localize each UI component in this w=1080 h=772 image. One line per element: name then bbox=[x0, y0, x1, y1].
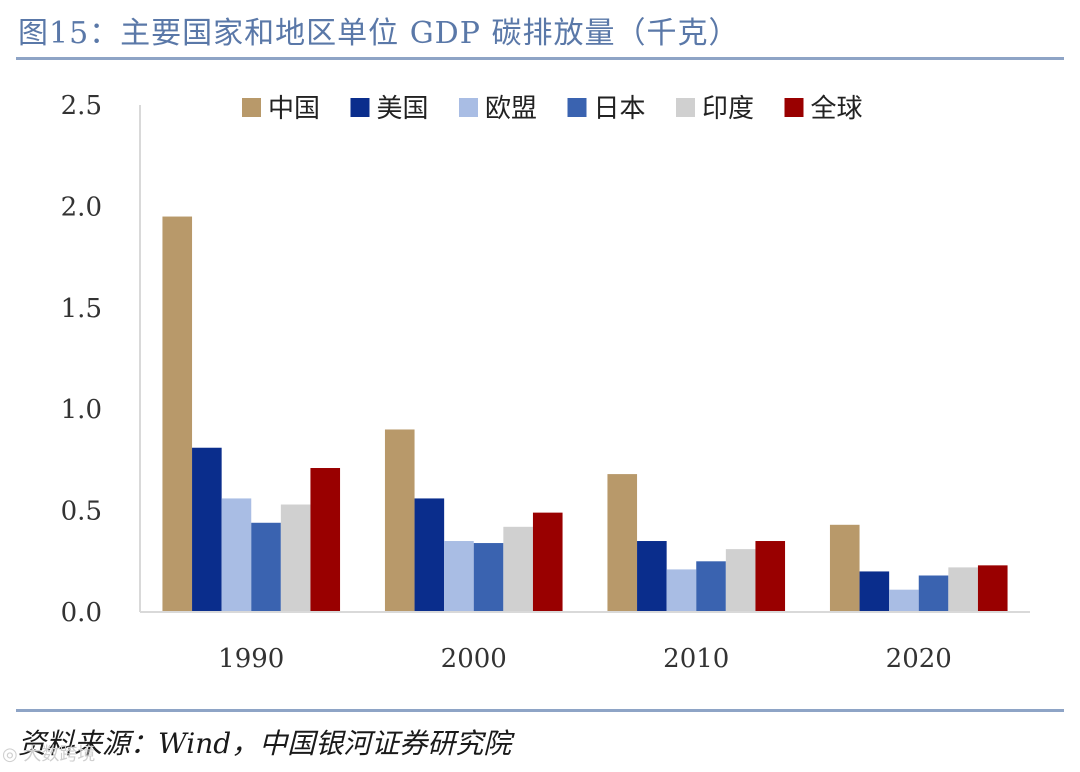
bar-2010-2 bbox=[666, 569, 697, 612]
bar-1990-3 bbox=[251, 522, 281, 612]
x-tick-label: 2010 bbox=[663, 644, 729, 674]
bar-2020-2 bbox=[889, 589, 919, 612]
legend-swatch bbox=[676, 98, 695, 117]
legend-label: 全球 bbox=[811, 94, 863, 124]
bar-1990-0 bbox=[162, 216, 193, 613]
bar-2000-0 bbox=[384, 429, 415, 612]
title-rule bbox=[16, 57, 1064, 60]
x-axis-ticks: 1990 2000 2010 2020 bbox=[218, 644, 952, 674]
legend-label: 美国 bbox=[377, 94, 429, 124]
bar-1990-2 bbox=[221, 498, 252, 612]
bar-2000-5 bbox=[532, 512, 563, 612]
bar-2020-5 bbox=[977, 565, 1008, 612]
bar-group bbox=[162, 216, 1008, 613]
legend-swatch bbox=[784, 98, 804, 117]
y-tick-label: 0.0 bbox=[61, 598, 102, 628]
bar-2010-3 bbox=[696, 561, 726, 612]
x-tick-label: 2000 bbox=[441, 644, 507, 674]
bar-2010-1 bbox=[637, 541, 667, 612]
legend: 中国 美国 欧盟 日本 印度 全球 bbox=[242, 94, 863, 124]
bar-2020-0 bbox=[829, 524, 860, 612]
bar-2010-5 bbox=[755, 541, 786, 612]
bar-1990-4 bbox=[280, 504, 311, 612]
bar-2000-2 bbox=[444, 541, 474, 612]
footer-rule bbox=[16, 709, 1064, 712]
x-tick-label: 2020 bbox=[886, 644, 952, 674]
bar-2020-4 bbox=[948, 567, 978, 612]
legend-label: 印度 bbox=[702, 94, 754, 124]
legend-swatch bbox=[242, 98, 261, 117]
y-tick-label: 2.5 bbox=[61, 91, 102, 121]
figure-title: 图15：主要国家和地区单位 GDP 碳排放量（千克） bbox=[18, 16, 740, 51]
legend-label: 日本 bbox=[594, 94, 646, 124]
bar-2020-3 bbox=[918, 575, 949, 612]
y-axis-ticks: 0.0 0.5 1.0 1.5 2.0 2.5 bbox=[61, 91, 102, 628]
y-tick-label: 2.0 bbox=[61, 192, 102, 222]
source-note: 资料来源：Wind，中国银河证券研究院 bbox=[18, 727, 512, 760]
y-tick-label: 1.5 bbox=[61, 294, 102, 324]
bar-2000-3 bbox=[473, 543, 504, 612]
legend-swatch bbox=[350, 98, 370, 117]
bar-2000-4 bbox=[503, 526, 533, 612]
bar-1990-5 bbox=[310, 468, 341, 612]
bar-1990-1 bbox=[192, 447, 222, 612]
bar-2020-1 bbox=[859, 571, 890, 612]
y-tick-label: 0.5 bbox=[61, 497, 102, 527]
legend-label: 中国 bbox=[268, 94, 320, 124]
legend-swatch bbox=[459, 98, 478, 117]
bar-chart: 0.0 0.5 1.0 1.5 2.0 2.5 1990 2000 2010 2020 中国 美国… bbox=[61, 91, 1030, 674]
x-tick-label: 1990 bbox=[218, 644, 284, 674]
legend-swatch bbox=[567, 98, 587, 117]
bar-2000-1 bbox=[414, 498, 445, 612]
watermark: ◎ 大数跨境 bbox=[2, 744, 96, 765]
bar-2010-0 bbox=[607, 474, 638, 612]
y-tick-label: 1.0 bbox=[61, 395, 102, 425]
legend-label: 欧盟 bbox=[485, 94, 537, 124]
bar-2010-4 bbox=[725, 549, 756, 612]
